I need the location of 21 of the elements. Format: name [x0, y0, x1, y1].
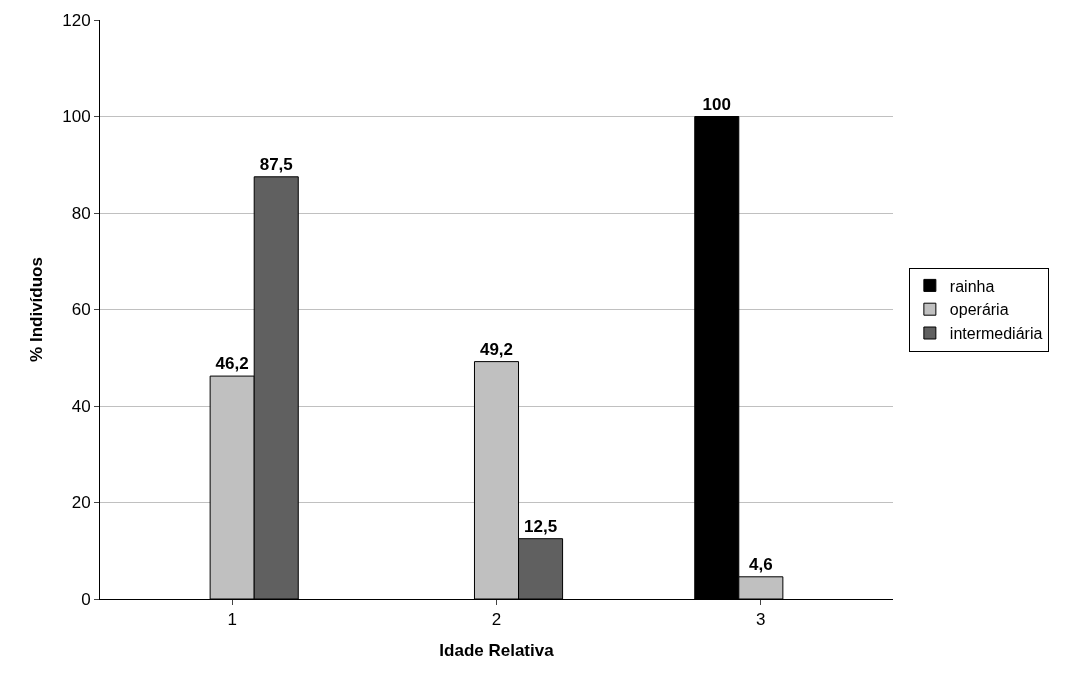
y-tick-label: 20 [71, 493, 91, 513]
y-tick-label: 120 [62, 10, 91, 30]
legend-label: rainha [949, 277, 995, 295]
x-axis-title: Idade Relativa [439, 640, 555, 660]
y-tick-label: 80 [71, 203, 91, 223]
data-label: 100 [702, 94, 731, 114]
data-label: 49,2 [479, 339, 514, 359]
legend-label: operária [949, 301, 1009, 319]
x-tick-label: 1 [227, 610, 237, 630]
data-label: 12,5 [524, 516, 558, 536]
y-tick-label: 40 [71, 396, 91, 416]
legend-label: intermediária [949, 325, 1043, 343]
y-tick-label: 100 [62, 107, 91, 127]
data-label: 46,2 [215, 354, 249, 374]
x-tick-label: 3 [756, 610, 766, 630]
x-tick-label: 2 [491, 610, 502, 630]
data-label: 4,6 [749, 554, 773, 574]
y-axis-title: % Indivíduos [26, 257, 46, 362]
data-label: 87,5 [259, 154, 293, 174]
y-tick-label: 0 [81, 589, 91, 609]
y-tick-label: 60 [71, 300, 91, 320]
